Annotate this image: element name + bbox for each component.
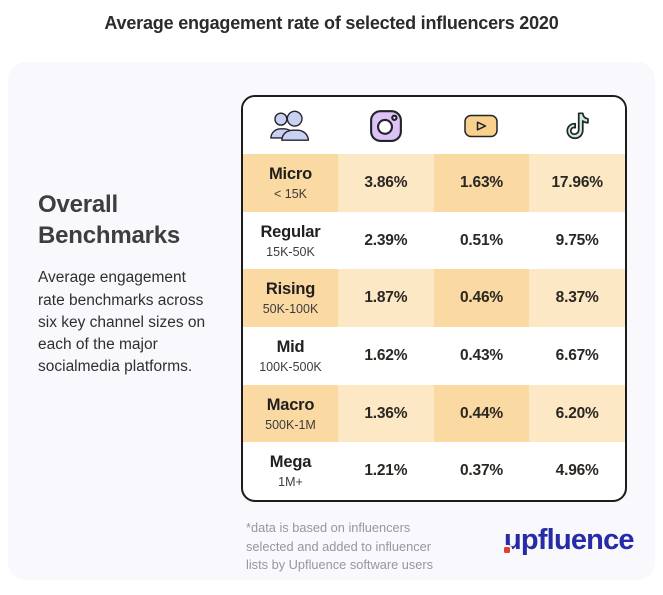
- row-sublabel: 15K-50K: [266, 244, 315, 259]
- row-label-cell: Micro < 15K: [243, 154, 338, 212]
- table-row-mega: Mega 1M+ 1.21% 0.37% 4.96%: [243, 442, 625, 500]
- row-label: Mid: [276, 337, 305, 356]
- table-row-mid: Mid 100K-500K 1.62% 0.43% 6.67%: [243, 327, 625, 385]
- row-label: Regular: [260, 222, 321, 241]
- value-tiktok: 8.37%: [529, 269, 625, 328]
- youtube-icon: [434, 114, 530, 138]
- value-instagram: 1.87%: [338, 269, 434, 328]
- row-label: Mega: [269, 453, 312, 472]
- value-youtube: 0.37%: [460, 462, 503, 480]
- row-label-cell: Macro 500K-1M: [243, 384, 338, 443]
- row-sublabel: 100K-500K: [259, 359, 322, 374]
- value-instagram: 1.36%: [338, 384, 434, 443]
- table-row-micro: Micro < 15K 3.86% 1.63% 17.96%: [243, 154, 625, 212]
- value-instagram: 1.62%: [364, 346, 408, 364]
- instagram-icon: [338, 109, 434, 143]
- sidebar-text-block: Overall Benchmarks Average engagement ra…: [38, 190, 214, 378]
- value-youtube: 0.44%: [433, 384, 530, 443]
- benchmark-card: Overall Benchmarks Average engagement ra…: [8, 62, 655, 580]
- value-youtube: 0.51%: [460, 231, 503, 249]
- value-instagram: 3.86%: [338, 154, 434, 212]
- upfluence-logo: upfluence: [504, 524, 635, 557]
- row-label-cell: Mid 100K-500K: [243, 327, 338, 385]
- value-tiktok: 6.20%: [529, 384, 625, 443]
- value-instagram: 2.39%: [364, 231, 408, 249]
- table-row-macro: Macro 500K-1M 1.36% 0.44% 6.20%: [243, 384, 625, 443]
- value-instagram: 1.21%: [364, 462, 408, 480]
- value-tiktok: 17.96%: [529, 154, 625, 212]
- row-label-cell: Mega 1M+: [243, 442, 338, 500]
- table-row-regular: Regular 15K-50K 2.39% 0.51% 9.75%: [243, 212, 625, 270]
- page-title: Average engagement rate of selected infl…: [104, 13, 559, 33]
- benchmark-table: Micro < 15K 3.86% 1.63% 17.96% Regular 1…: [241, 95, 627, 502]
- row-label: Rising: [265, 280, 316, 299]
- logo-red-dot-icon: [504, 547, 510, 553]
- data-source-footnote: *data is based on influencers selected a…: [246, 520, 434, 573]
- row-label-cell: Rising 50K-100K: [243, 269, 338, 328]
- row-sublabel: 50K-100K: [262, 302, 319, 317]
- value-tiktok: 4.96%: [555, 462, 599, 480]
- row-sublabel: 1M+: [278, 475, 303, 490]
- row-label-cell: Regular 15K-50K: [243, 212, 338, 270]
- sidebar-heading: Overall Benchmarks: [38, 191, 181, 249]
- tiktok-icon: [529, 110, 625, 142]
- logo-text: upfluence: [504, 524, 635, 556]
- table-header-row: [243, 97, 625, 154]
- row-sublabel: 500K-1M: [265, 417, 316, 432]
- value-tiktok: 6.67%: [555, 346, 599, 364]
- row-sublabel: < 15K: [273, 186, 307, 201]
- value-tiktok: 9.75%: [555, 231, 599, 249]
- row-label: Macro: [266, 395, 315, 414]
- row-label: Micro: [268, 164, 312, 183]
- value-youtube: 0.46%: [433, 269, 530, 328]
- value-youtube: 1.63%: [433, 154, 530, 212]
- sidebar-description: Average engagement rate benchmarks acros…: [38, 269, 206, 376]
- value-youtube: 0.43%: [460, 346, 503, 364]
- table-row-rising: Rising 50K-100K 1.87% 0.46% 8.37%: [243, 269, 625, 328]
- audience-icon: [243, 109, 338, 143]
